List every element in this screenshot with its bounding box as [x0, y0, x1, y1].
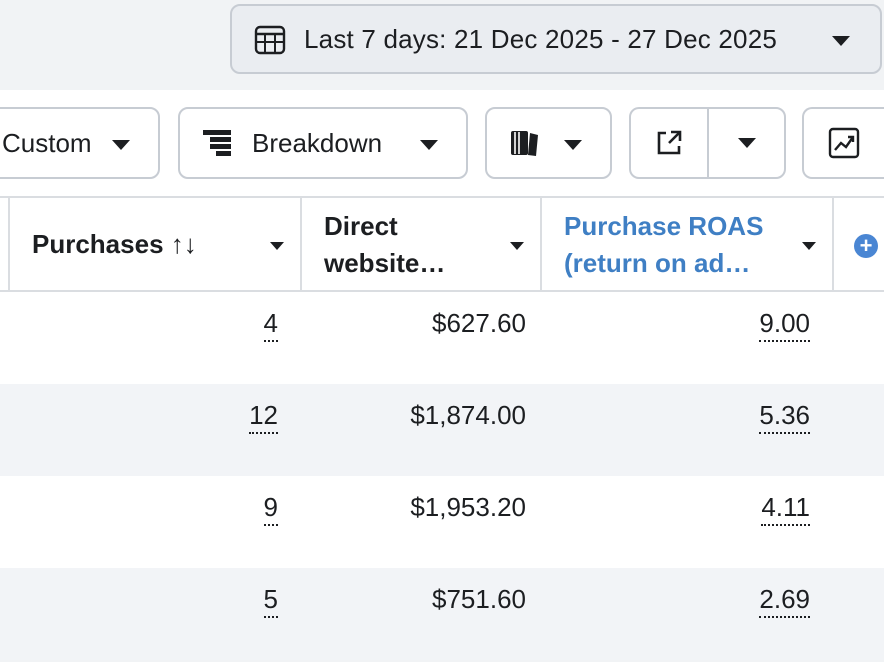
direct-website-cell: $1,953.20 — [410, 492, 526, 522]
column-menu-icon[interactable] — [510, 242, 524, 250]
chevron-down-icon — [420, 140, 438, 150]
direct-website-cell: $627.60 — [432, 308, 526, 338]
roas-cell[interactable]: 4.11 — [761, 492, 810, 526]
chart-button[interactable] — [802, 107, 884, 179]
column-title-line1: Purchase ROAS — [564, 211, 764, 241]
column-header-purchases[interactable]: Purchases ↑↓ — [8, 198, 302, 292]
chevron-down-icon — [832, 36, 850, 46]
sort-icon[interactable]: ↑↓ — [170, 229, 197, 259]
purchases-cell[interactable]: 12 — [249, 400, 278, 434]
column-title-line2: website… — [324, 248, 446, 278]
custom-label: Custom — [2, 127, 92, 158]
table-row[interactable]: 4 $627.60 9.00 — [0, 292, 884, 384]
chevron-down-icon — [112, 140, 130, 150]
reports-button[interactable] — [485, 107, 612, 179]
column-title-line1: Direct — [324, 211, 398, 241]
roas-cell[interactable]: 2.69 — [759, 584, 810, 618]
column-title-line2: (return on ad… — [564, 248, 751, 278]
calendar-icon — [254, 25, 286, 55]
chevron-down-icon — [564, 140, 582, 150]
direct-website-cell: $751.60 — [432, 584, 526, 614]
column-header-add: + — [832, 198, 884, 292]
export-button[interactable] — [631, 109, 709, 177]
custom-columns-button[interactable]: Custom — [0, 107, 160, 179]
breakdown-icon — [203, 130, 231, 156]
column-header-purchase-roas[interactable]: Purchase ROAS (return on ad… — [540, 198, 834, 292]
results-table: Purchases ↑↓ Direct website… Purchase RO… — [0, 196, 884, 660]
purchases-cell[interactable]: 9 — [263, 492, 278, 526]
breakdown-label: Breakdown — [252, 127, 383, 158]
add-column-icon[interactable]: + — [854, 234, 878, 258]
reports-icon — [511, 131, 538, 156]
column-title: Purchases — [32, 229, 164, 259]
column-header-direct-website[interactable]: Direct website… — [300, 198, 542, 292]
export-icon — [657, 130, 682, 155]
date-range-picker[interactable]: Last 7 days: 21 Dec 2025 - 27 Dec 2025 — [230, 4, 882, 74]
purchases-cell[interactable]: 4 — [263, 308, 278, 342]
column-menu-icon[interactable] — [802, 242, 816, 250]
direct-website-cell: $1,874.00 — [410, 400, 526, 430]
roas-cell[interactable]: 9.00 — [759, 308, 810, 342]
roas-cell[interactable]: 5.36 — [759, 400, 810, 434]
export-dropdown-button[interactable] — [709, 109, 784, 177]
export-button-group — [629, 107, 786, 179]
table-row[interactable]: 9 $1,953.20 4.11 — [0, 476, 884, 568]
breakdown-button[interactable]: Breakdown — [178, 107, 468, 179]
table-header: Purchases ↑↓ Direct website… Purchase RO… — [0, 196, 884, 292]
column-menu-icon[interactable] — [270, 242, 284, 250]
date-range-label: Last 7 days: 21 Dec 2025 - 27 Dec 2025 — [304, 23, 778, 54]
purchases-cell[interactable]: 5 — [263, 584, 278, 618]
chevron-down-icon — [737, 138, 756, 148]
trend-chart-icon — [828, 127, 860, 159]
toolbar: Custom Breakdown — [0, 90, 884, 196]
table-row[interactable]: 5 $751.60 2.69 — [0, 568, 884, 660]
table-row[interactable]: 12 $1,874.00 5.36 — [0, 384, 884, 476]
